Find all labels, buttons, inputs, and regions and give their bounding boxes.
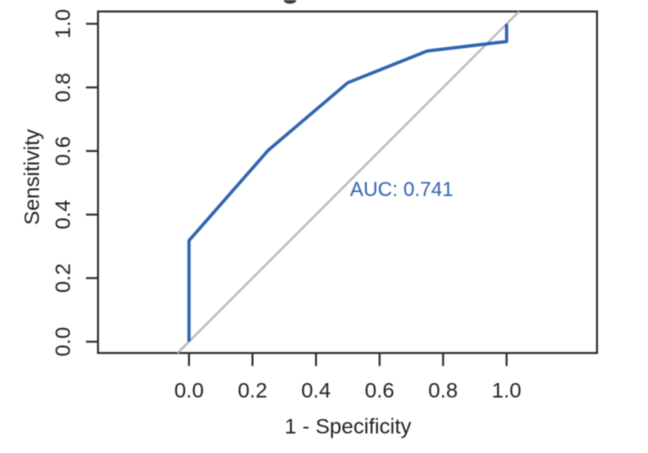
svg-text:0.2: 0.2 (51, 263, 75, 293)
svg-text:1 - Specificity: 1 - Specificity (285, 415, 412, 439)
svg-text:0.8: 0.8 (428, 379, 458, 403)
svg-text:AUC: 0.741: AUC: 0.741 (350, 179, 453, 201)
svg-text:0.6: 0.6 (365, 379, 395, 403)
svg-text:1.0: 1.0 (51, 9, 75, 39)
svg-text:0.0: 0.0 (174, 379, 204, 403)
svg-text:0.4: 0.4 (51, 200, 75, 230)
svg-text:0.4: 0.4 (301, 379, 331, 403)
svg-text:1.0: 1.0 (492, 379, 522, 403)
svg-text:0.0: 0.0 (51, 327, 75, 357)
svg-text:0.8: 0.8 (51, 73, 75, 103)
svg-text:0.6: 0.6 (51, 136, 75, 166)
svg-text:0.2: 0.2 (238, 379, 268, 403)
svg-text:Sensitivity: Sensitivity (20, 129, 44, 225)
